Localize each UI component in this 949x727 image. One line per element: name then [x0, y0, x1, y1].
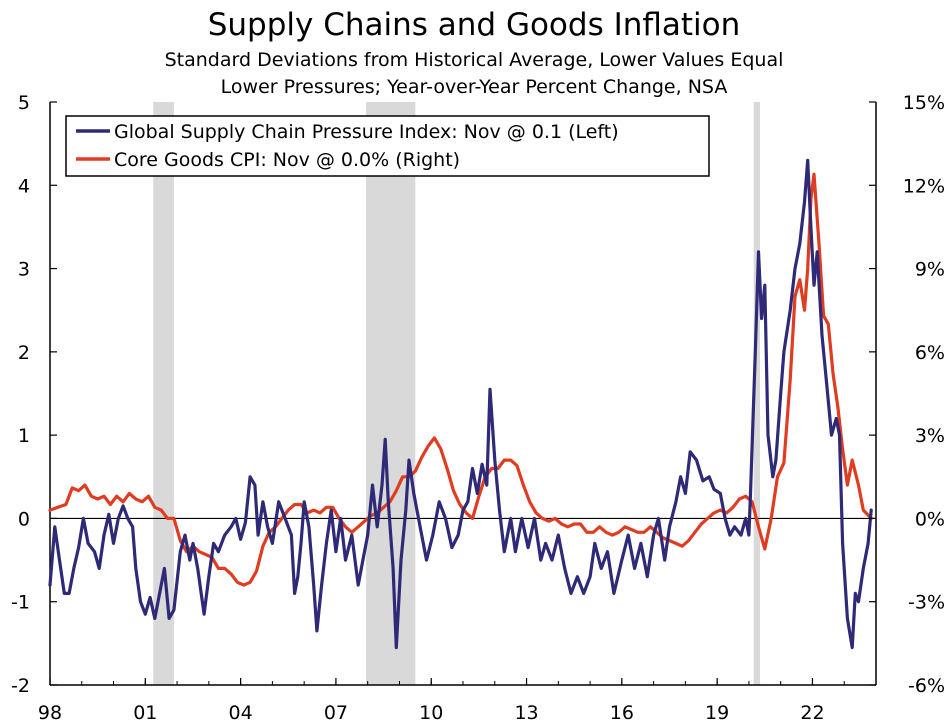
series-lines: [48, 158, 873, 650]
right-tick-label: 0%: [915, 508, 945, 530]
recession-band-1: [153, 102, 174, 685]
recession-shading: [153, 102, 761, 685]
recession-band-3: [753, 102, 761, 685]
chart-title: Supply Chains and Goods Inflation: [208, 7, 741, 43]
legend-label-core-goods: Core Goods CPI: Nov @ 0.0% (Right): [114, 149, 460, 171]
left-tick-label: -1: [11, 592, 30, 614]
right-tick-label: -3%: [908, 592, 945, 614]
x-tick-label: 22: [800, 702, 824, 724]
legend-label-gscpi: Global Supply Chain Pressure Index: Nov …: [114, 121, 619, 143]
chart-subtitle-line2: Lower Pressures; Year-over-Year Percent …: [221, 76, 728, 98]
x-tick-label: 16: [610, 702, 634, 724]
left-tick-label: 1: [18, 425, 30, 447]
x-tick-label: 10: [419, 702, 443, 724]
gscpi-line: [48, 158, 873, 650]
x-tick-label: 01: [133, 702, 157, 724]
x-tick-label: 98: [38, 702, 62, 724]
x-tick-label: 04: [229, 702, 253, 724]
right-tick-label: 9%: [915, 259, 945, 281]
right-tick-label: 3%: [915, 425, 945, 447]
recession-band-2: [366, 102, 416, 685]
x-tick-label: 07: [324, 702, 348, 724]
left-tick-label: -2: [11, 675, 30, 697]
left-tick-label: 3: [18, 259, 30, 281]
legend-box: [65, 115, 710, 177]
x-tick-label: 19: [705, 702, 729, 724]
left-tick-label: 2: [18, 342, 30, 364]
left-tick-label: 5: [18, 92, 30, 114]
chart-subtitle-line1: Standard Deviations from Historical Aver…: [165, 49, 784, 71]
right-tick-label: 15%: [903, 92, 945, 114]
legend: Global Supply Chain Pressure Index: Nov …: [65, 115, 710, 177]
left-tick-label: 4: [18, 175, 30, 197]
x-tick-label: 13: [514, 702, 538, 724]
right-tick-label: -6%: [908, 675, 945, 697]
right-tick-label: 12%: [903, 175, 945, 197]
left-tick-label: 0: [18, 508, 30, 530]
right-tick-label: 6%: [915, 342, 945, 364]
